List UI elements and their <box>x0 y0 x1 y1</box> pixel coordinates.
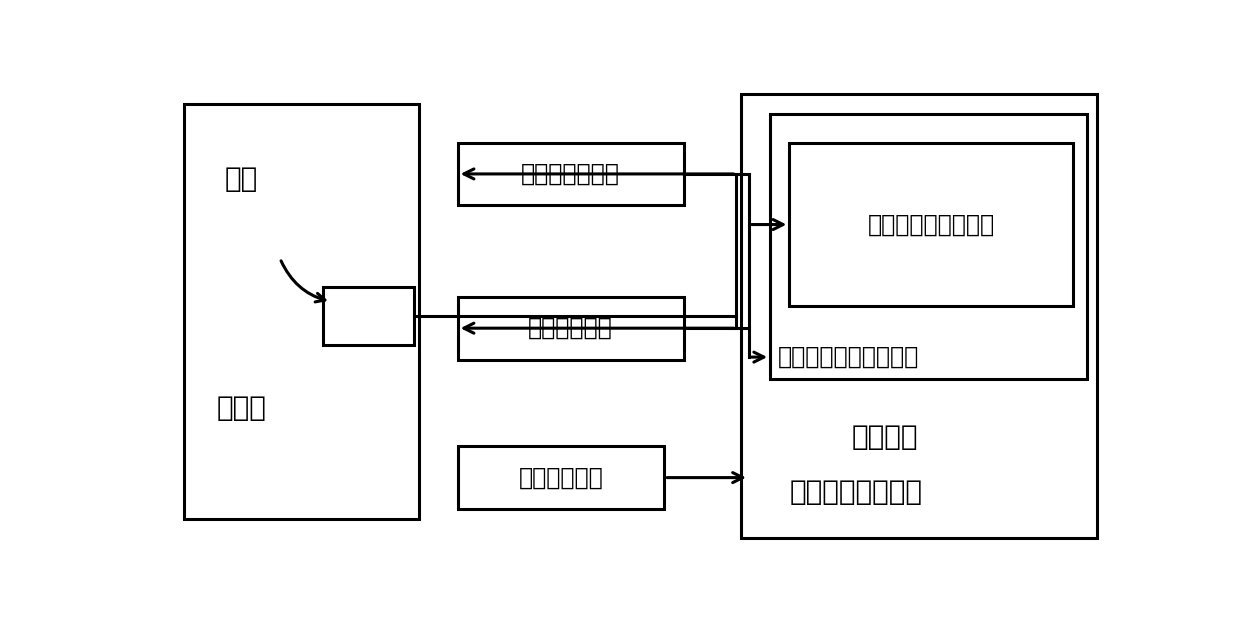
Bar <box>458 446 665 509</box>
Bar <box>324 287 414 345</box>
Text: 损伤: 损伤 <box>224 165 258 193</box>
Text: 预测结构剩余寿命: 预测结构剩余寿命 <box>790 478 923 506</box>
Text: 获取有效数据: 获取有效数据 <box>528 316 613 340</box>
Bar <box>789 143 1073 307</box>
Bar <box>742 95 1096 538</box>
Bar <box>458 297 683 359</box>
Text: 传感器: 传感器 <box>217 394 267 422</box>
Bar <box>458 143 683 205</box>
Text: 实时监测损伤和缺降: 实时监测损伤和缺降 <box>868 213 994 237</box>
Text: 记录累积的损伤和缺降: 记录累积的损伤和缺降 <box>777 345 919 369</box>
Text: 考虑损伤的类型: 考虑损伤的类型 <box>521 162 620 186</box>
Text: 基于损伤模型: 基于损伤模型 <box>518 466 604 490</box>
Bar <box>184 104 419 518</box>
Text: 安全评估: 安全评估 <box>852 423 919 451</box>
Bar <box>770 114 1087 379</box>
